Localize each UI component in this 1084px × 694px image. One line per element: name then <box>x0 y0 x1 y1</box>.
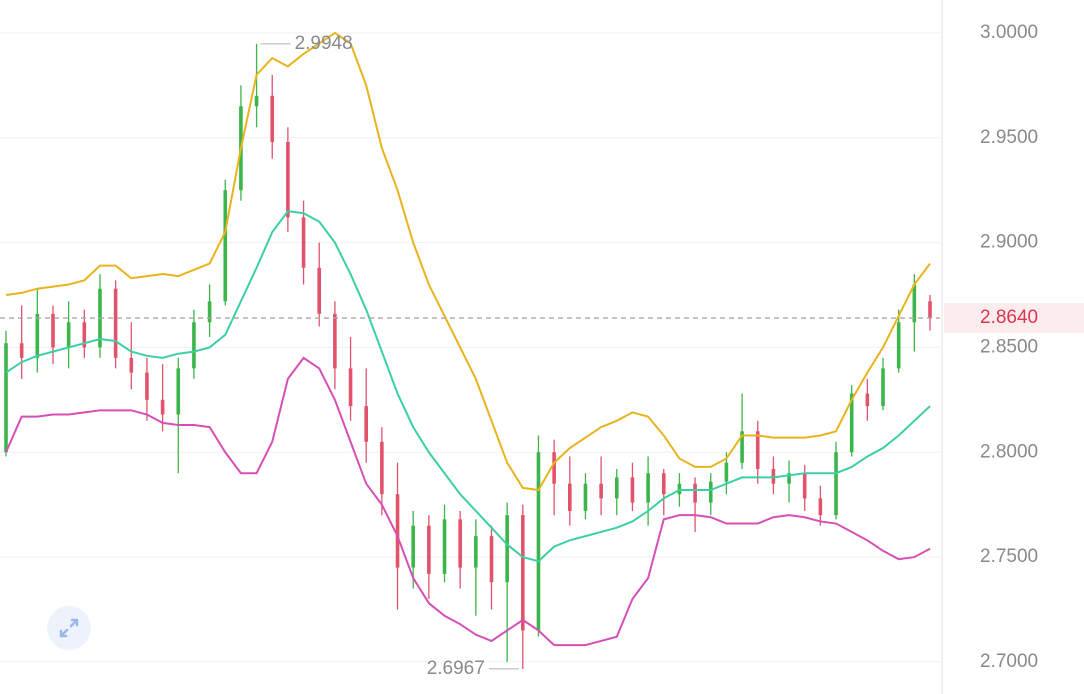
candle-body <box>223 190 228 302</box>
candle-body <box>427 525 431 574</box>
band-line <box>5 210 931 563</box>
y-tick-label: 3.0000 <box>980 22 1038 43</box>
candle-body <box>755 431 760 470</box>
candle-body <box>160 399 165 415</box>
candle-body <box>380 441 384 495</box>
candle-body <box>176 368 181 415</box>
candle-body <box>724 462 729 482</box>
candle-body <box>192 322 196 369</box>
candle-body <box>896 322 901 369</box>
candle-body <box>818 498 823 516</box>
high-marker-label: 2.9948 <box>295 33 353 54</box>
y-tick-label: 2.9000 <box>980 232 1038 253</box>
expand-icon[interactable] <box>59 618 79 638</box>
expand-button[interactable] <box>47 606 91 650</box>
candle-body <box>928 301 932 319</box>
candle-body <box>693 483 697 503</box>
candle-body <box>505 515 509 583</box>
candle-body <box>489 536 494 583</box>
candle-body <box>317 267 322 314</box>
y-tick-label: 2.9500 <box>980 127 1038 148</box>
candle-body <box>364 406 369 442</box>
candle-body <box>865 393 870 407</box>
candle-body <box>834 452 838 516</box>
candle-body <box>82 322 87 348</box>
candle-body <box>66 322 71 348</box>
candle-body <box>19 343 24 358</box>
y-tick-label: 2.8500 <box>980 336 1038 357</box>
candle-body <box>630 477 635 503</box>
candle-body <box>113 288 118 358</box>
candle-body <box>536 452 541 631</box>
candle-body <box>849 393 854 453</box>
candle-body <box>4 343 8 453</box>
candle-body <box>411 525 415 568</box>
candle-body <box>207 301 212 323</box>
candle-body <box>458 519 462 568</box>
last-price-badge <box>944 303 1084 334</box>
band-line <box>5 356 931 647</box>
candle-body <box>51 313 55 348</box>
candle-body <box>145 372 149 400</box>
y-tick-label: 2.7500 <box>980 546 1038 567</box>
candle-body <box>35 313 40 358</box>
candle-body <box>708 481 713 503</box>
last-price-label: 2.8640 <box>980 307 1038 328</box>
candle-body <box>442 519 447 574</box>
candle-body <box>771 469 776 484</box>
candle-body <box>677 483 682 495</box>
candle-body <box>395 494 400 568</box>
candle-body <box>129 357 134 373</box>
candle-body <box>646 473 650 503</box>
candle-body <box>270 95 275 142</box>
candle-body <box>802 473 807 499</box>
expand-bg[interactable] <box>47 606 91 650</box>
candle-body <box>614 477 619 499</box>
candle-body <box>552 452 556 484</box>
candle-body <box>740 431 744 463</box>
candle-body <box>254 95 259 107</box>
candle-body <box>521 515 525 631</box>
candle-body <box>912 284 917 323</box>
candle-body <box>301 217 306 268</box>
candle-body <box>661 473 666 495</box>
y-tick-label: 2.8000 <box>980 441 1038 462</box>
y-tick-label: 2.7000 <box>980 651 1038 672</box>
candle-body <box>881 368 885 407</box>
candle-body <box>599 483 603 499</box>
candle-body <box>474 536 478 568</box>
candle-body <box>348 368 353 407</box>
low-marker-label: 2.6967 <box>427 658 485 679</box>
candle-body <box>583 483 588 511</box>
candle-body <box>567 483 572 511</box>
candle-body <box>333 313 337 369</box>
band-line <box>5 31 931 492</box>
candle-body <box>286 141 290 218</box>
candle-body <box>787 473 791 484</box>
